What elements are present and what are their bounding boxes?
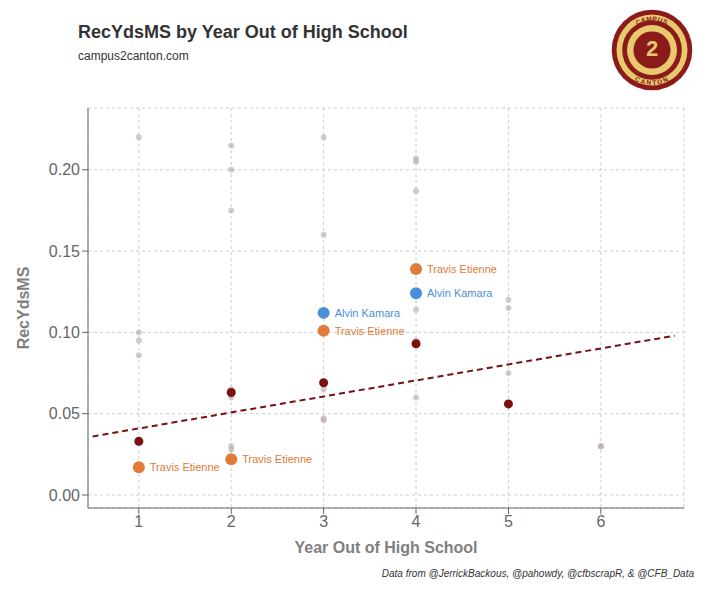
svg-text:4: 4 (412, 513, 421, 530)
svg-text:Travis Etienne: Travis Etienne (242, 453, 312, 465)
svg-text:0.20: 0.20 (49, 161, 80, 178)
html-text:Data from @JerrickBackous, @pa: Data from @JerrickBackous, @pahowdy, @cf… (381, 568, 694, 579)
svg-text:0.10: 0.10 (49, 324, 80, 341)
svg-text:CANTON: CANTON (634, 75, 669, 86)
svg-text:Travis Etienne: Travis Etienne (427, 263, 497, 275)
svg-text:0.15: 0.15 (49, 243, 80, 260)
svg-text:Travis Etienne: Travis Etienne (335, 325, 405, 337)
svg-text:RecYdsMS: RecYdsMS (15, 266, 32, 349)
svg-text:3: 3 (319, 513, 328, 530)
html-text:RecYdsMS by Year Out of High S: RecYdsMS by Year Out of High School (78, 22, 408, 42)
svg-text:1: 1 (134, 513, 143, 530)
svg-text:Travis Etienne: Travis Etienne (150, 461, 220, 473)
svg-text:2: 2 (227, 513, 236, 530)
svg-text:CAMPUS: CAMPUS (634, 14, 670, 25)
svg-text:0.00: 0.00 (49, 487, 80, 504)
svg-text:Alvin Kamara: Alvin Kamara (335, 307, 401, 319)
html-text:campus2canton.com: campus2canton.com (78, 49, 189, 63)
svg-text:0.05: 0.05 (49, 405, 80, 422)
svg-text:2: 2 (645, 38, 658, 63)
svg-text:Year Out of High School: Year Out of High School (294, 539, 477, 556)
svg-text:Alvin Kamara: Alvin Kamara (427, 287, 493, 299)
svg-text:5: 5 (504, 513, 513, 530)
svg-text:6: 6 (596, 513, 605, 530)
